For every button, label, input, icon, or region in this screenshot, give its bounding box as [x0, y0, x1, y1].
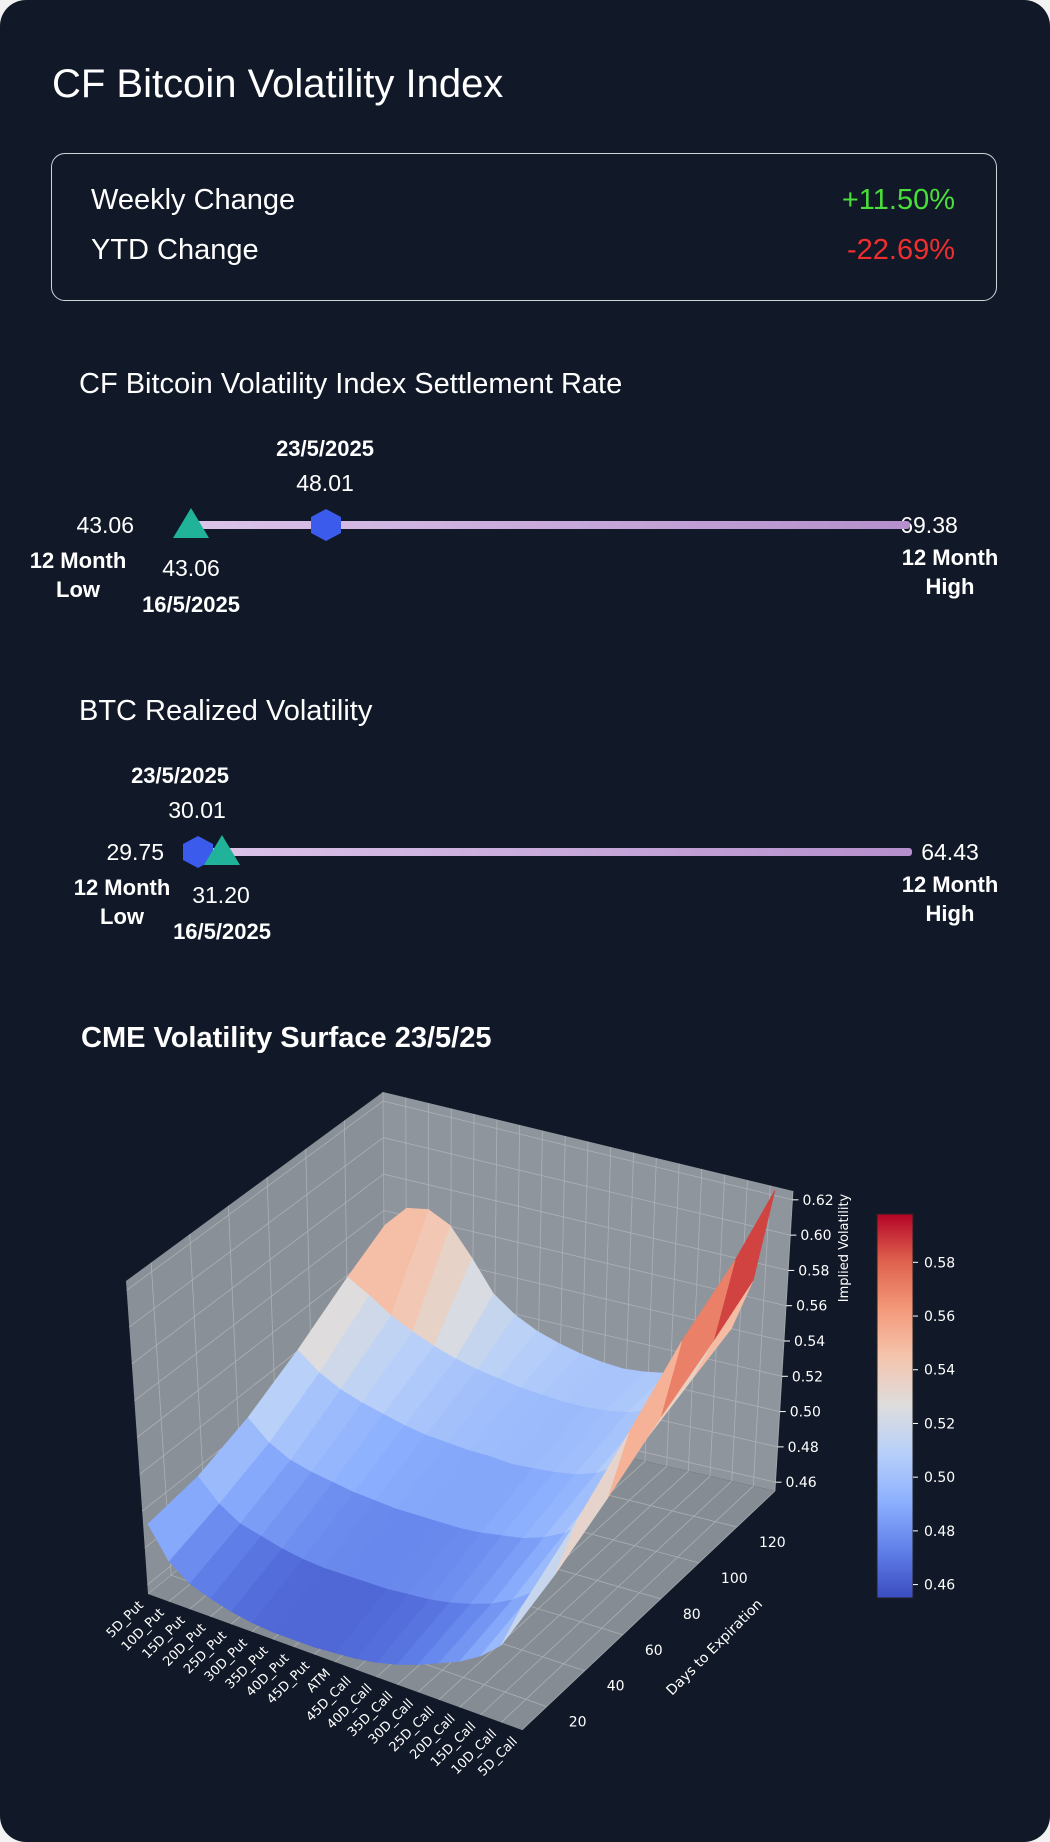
- realized-slider-graphic: [183, 835, 912, 868]
- realized-current-value: 30.01: [168, 797, 226, 823]
- surface-patch: [500, 1523, 576, 1646]
- z-tick-label: 0.56: [796, 1299, 827, 1315]
- realized-low-value: 29.75: [106, 839, 164, 865]
- floor-grid-x: [521, 1490, 776, 1731]
- settlement-low-value: 43.06: [76, 512, 134, 538]
- colorbar-tick-label: 0.48: [924, 1524, 955, 1540]
- realized-previous-date: 16/5/2025: [173, 919, 271, 944]
- realized-high-value: 64.43: [921, 839, 979, 865]
- wall-grid-z: [134, 1210, 787, 1401]
- weekly-change-label: Weekly Change: [91, 184, 296, 216]
- settlement-slider-graphic: [173, 508, 910, 541]
- ytd-change-value: -22.69%: [846, 234, 955, 266]
- colorbar-tick-label: 0.58: [924, 1255, 955, 1271]
- surface-patch: [147, 1475, 220, 1562]
- z-tick-label: 0.62: [802, 1193, 833, 1209]
- wall-grid-z: [128, 1137, 791, 1328]
- settlement-slider: 23/5/2025 48.01 43.06 69.38 12 Month Low …: [0, 430, 1050, 630]
- floor-grid-x: [480, 1480, 732, 1716]
- settlement-low-label: 12 Month Low: [29, 548, 127, 602]
- settlement-previous-value: 43.06: [162, 555, 220, 581]
- settlement-current-value: 48.01: [296, 470, 354, 496]
- z-tick-label: 0.46: [786, 1475, 817, 1491]
- colorbar: [876, 1213, 914, 1599]
- settlement-current-marker: [311, 509, 341, 541]
- settlement-previous-marker: [173, 508, 209, 538]
- z-tick-label: 0.52: [792, 1369, 823, 1385]
- y-tick-label: 80: [683, 1607, 701, 1623]
- realized-title: BTC Realized Volatility: [79, 695, 373, 727]
- y-axis-label: Days to Expiration: [664, 1596, 766, 1698]
- left-pane: [126, 1092, 385, 1594]
- volatility-surface-chart: 5D_Put10D_Put15D_Put20D_Put25D_Put30D_Pu…: [104, 1091, 955, 1780]
- colorbar-tick-label: 0.56: [924, 1309, 955, 1325]
- colorbar-tick-label: 0.50: [924, 1470, 955, 1486]
- surface-patches: [147, 1189, 776, 1665]
- page-title: CF Bitcoin Volatility Index: [52, 62, 504, 106]
- realized-slider: 23/5/2025 30.01 29.75 64.43 12 Month Low …: [0, 757, 1050, 957]
- floor-grid-x: [438, 1470, 689, 1701]
- y-tick-label: 60: [645, 1643, 663, 1659]
- settlement-track: [190, 521, 910, 529]
- z-tick-label: 0.58: [798, 1263, 829, 1279]
- settlement-title: CF Bitcoin Volatility Index Settlement R…: [79, 368, 623, 400]
- floor-grid-x: [459, 1475, 711, 1708]
- colorbar-tick-label: 0.54: [924, 1363, 955, 1379]
- z-tick-label: 0.54: [794, 1334, 825, 1350]
- y-tick-label: 20: [569, 1715, 587, 1731]
- z-tick-label: 0.50: [790, 1405, 821, 1421]
- floor-grid-x: [500, 1485, 754, 1723]
- realized-current-date: 23/5/2025: [131, 763, 229, 788]
- z-tick-label: 0.48: [788, 1440, 819, 1456]
- surface-title: CME Volatility Surface 23/5/25: [81, 1022, 492, 1054]
- colorbar-tick-label: 0.46: [924, 1578, 955, 1594]
- realized-track: [200, 848, 912, 856]
- weekly-change-value: +11.50%: [841, 184, 955, 216]
- y-tick-label: 40: [607, 1679, 625, 1695]
- z-axis-label: Implied Volatility: [837, 1193, 852, 1302]
- wall-grid-z: [126, 1100, 793, 1291]
- realized-previous-value: 31.20: [192, 882, 250, 908]
- realized-high-label: 12 Month High: [901, 872, 999, 926]
- wall-grid-z: [131, 1173, 789, 1365]
- settlement-current-date: 23/5/2025: [276, 436, 374, 461]
- settlement-high-label: 12 Month High: [901, 545, 999, 599]
- ytd-change-label: YTD Change: [91, 234, 259, 266]
- z-tick-label: 0.60: [800, 1228, 831, 1244]
- change-summary-box: Weekly Change +11.50% YTD Change -22.69%: [51, 153, 997, 301]
- realized-previous-marker: [204, 835, 240, 865]
- realized-current-marker: [183, 836, 213, 868]
- y-tick-label: 100: [721, 1571, 748, 1587]
- y-tick-label: 120: [759, 1535, 786, 1551]
- colorbar-tick-label: 0.52: [924, 1416, 955, 1432]
- settlement-previous-date: 16/5/2025: [142, 592, 240, 617]
- realized-low-label: 12 Month Low: [73, 875, 171, 929]
